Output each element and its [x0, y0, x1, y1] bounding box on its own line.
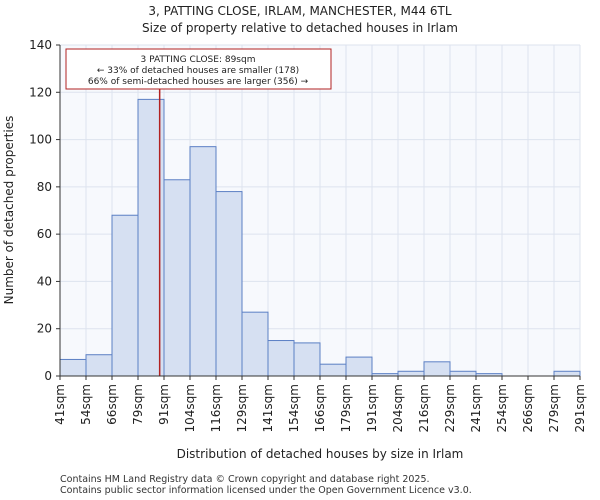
annotation-line-3: 66% of semi-detached houses are larger (…: [88, 77, 309, 87]
annotation-border: [65, 48, 332, 90]
x-tick-label-104sqm: 104sqm: [183, 384, 197, 432]
annotation-line-1: 3 PATTING CLOSE: 89sqm: [141, 55, 256, 65]
y-tick-label-100: 100: [29, 133, 52, 147]
bar-229sqm: [449, 370, 477, 377]
bar-66sqm: [111, 214, 139, 377]
x-tick-label-116sqm: 116sqm: [209, 384, 223, 432]
x-tick-label-279sqm: 279sqm: [547, 384, 561, 432]
footer-line-2: Contains public sector information licen…: [60, 485, 472, 496]
y-tick-label-140: 140: [29, 38, 52, 52]
x-tick-label-66sqm: 66sqm: [105, 384, 119, 425]
x-tick-label-191sqm: 191sqm: [365, 384, 379, 432]
x-tick-labels: 41sqm 54sqm 66sqm 79sqm 91sqm 104sqm 116sqm 129…: [53, 376, 587, 432]
bar-154sqm: [293, 342, 321, 377]
x-tick-label-141sqm: 141sqm: [261, 384, 275, 432]
x-tick-label-91sqm: 91sqm: [157, 384, 171, 425]
x-tick-label-204sqm: 204sqm: [391, 384, 405, 432]
x-tick-label-79sqm: 79sqm: [131, 384, 145, 425]
bar-104sqm: [189, 146, 217, 377]
x-tick-label-179sqm: 179sqm: [339, 384, 353, 432]
x-tick-label-41sqm: 41sqm: [53, 384, 67, 425]
x-tick-label-229sqm: 229sqm: [443, 384, 457, 432]
y-tick-label-120: 120: [29, 85, 52, 99]
x-tick-label-129sqm: 129sqm: [235, 384, 249, 432]
bar-166sqm: [319, 363, 347, 377]
x-tick-label-241sqm: 241sqm: [469, 384, 483, 432]
annotation-line-2: ← 33% of detached houses are smaller (17…: [97, 66, 299, 76]
x-tick-label-54sqm: 54sqm: [79, 384, 93, 425]
x-axis-label: Distribution of detached houses by size …: [177, 447, 464, 461]
y-tick-labels: 0 20 40 60 80 100 120 140: [29, 38, 60, 383]
bar-279sqm: [553, 370, 581, 377]
bars: [59, 98, 581, 377]
bar-41sqm: [59, 358, 87, 377]
bar-204sqm: [397, 370, 425, 377]
bar-54sqm: [85, 354, 113, 377]
x-tick-label-254sqm: 254sqm: [495, 384, 509, 432]
y-tick-label-0: 0: [44, 369, 52, 383]
y-tick-label-80: 80: [37, 180, 52, 194]
bar-91sqm: [163, 179, 191, 377]
y-axis-label: Number of detached properties: [2, 116, 16, 305]
y-tick-label-20: 20: [37, 322, 52, 336]
chart-subtitle: Size of property relative to detached ho…: [142, 21, 458, 35]
bar-216sqm: [423, 361, 451, 377]
x-tick-label-154sqm: 154sqm: [287, 384, 301, 432]
y-tick-label-60: 60: [37, 227, 52, 241]
x-tick-label-216sqm: 216sqm: [417, 384, 431, 432]
bar-129sqm: [241, 311, 269, 377]
bar-116sqm: [215, 191, 243, 377]
chart-title: 3, PATTING CLOSE, IRLAM, MANCHESTER, M44…: [148, 4, 452, 18]
footer-line-1: Contains HM Land Registry data © Crown c…: [60, 474, 430, 485]
bar-179sqm: [345, 356, 373, 377]
bar-141sqm: [267, 340, 295, 377]
annotation-box: 3 PATTING CLOSE: 89sqm ← 33% of detached…: [65, 48, 332, 90]
x-tick-label-266sqm: 266sqm: [521, 384, 535, 432]
x-tick-label-291sqm: 291sqm: [573, 384, 587, 432]
y-tick-label-40: 40: [37, 274, 52, 288]
x-tick-label-166sqm: 166sqm: [313, 384, 327, 432]
